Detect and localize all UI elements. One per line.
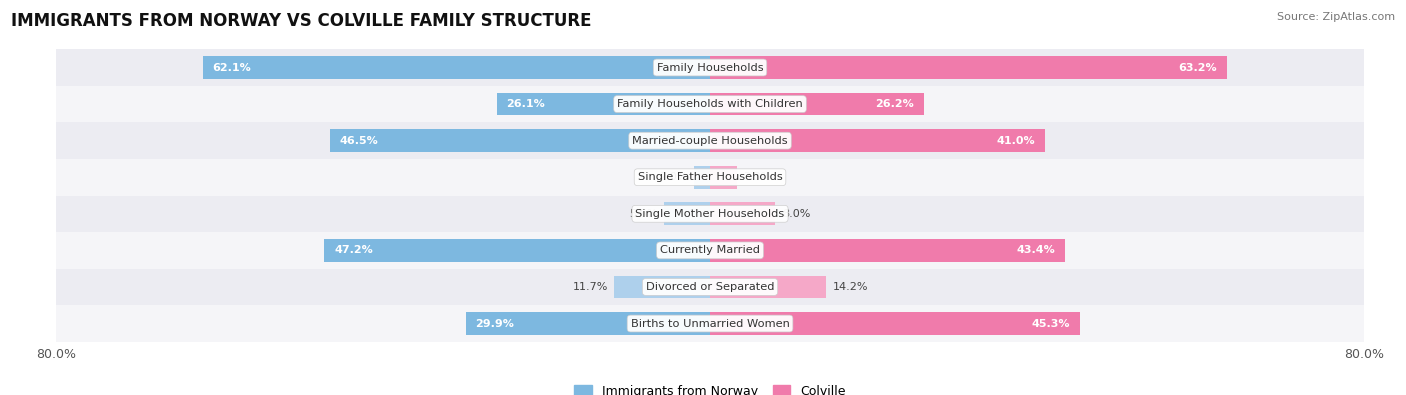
Text: 26.2%: 26.2% [876,99,914,109]
Bar [710,239,1064,262]
Bar [710,312,1080,335]
Text: 47.2%: 47.2% [335,245,373,256]
Text: IMMIGRANTS FROM NORWAY VS COLVILLE FAMILY STRUCTURE: IMMIGRANTS FROM NORWAY VS COLVILLE FAMIL… [11,12,592,30]
Text: 2.0%: 2.0% [659,172,688,182]
Text: Family Households: Family Households [657,62,763,73]
Text: 45.3%: 45.3% [1032,318,1070,329]
Bar [56,305,1364,342]
Text: 46.5%: 46.5% [340,135,378,146]
Text: 26.1%: 26.1% [506,99,546,109]
Text: 5.6%: 5.6% [630,209,658,219]
Text: 11.7%: 11.7% [572,282,607,292]
Bar [614,276,710,298]
Text: Source: ZipAtlas.com: Source: ZipAtlas.com [1277,12,1395,22]
Legend: Immigrants from Norway, Colville: Immigrants from Norway, Colville [569,380,851,395]
Bar [330,129,710,152]
Bar [710,56,1226,79]
Text: 3.3%: 3.3% [744,172,772,182]
Bar [56,232,1364,269]
Bar [56,86,1364,122]
Text: Currently Married: Currently Married [659,245,761,256]
Bar [664,203,710,225]
Text: 62.1%: 62.1% [212,62,252,73]
Text: 43.4%: 43.4% [1017,245,1054,256]
Bar [56,122,1364,159]
Text: 41.0%: 41.0% [997,135,1035,146]
Bar [465,312,710,335]
Bar [710,129,1045,152]
Bar [56,159,1364,196]
Bar [710,93,924,115]
Text: 63.2%: 63.2% [1178,62,1216,73]
Bar [496,93,710,115]
Text: Divorced or Separated: Divorced or Separated [645,282,775,292]
Text: Family Households with Children: Family Households with Children [617,99,803,109]
Text: 29.9%: 29.9% [475,318,515,329]
Text: Single Mother Households: Single Mother Households [636,209,785,219]
Text: Married-couple Households: Married-couple Households [633,135,787,146]
Text: 14.2%: 14.2% [832,282,868,292]
Bar [710,166,737,188]
Bar [693,166,710,188]
Bar [325,239,710,262]
Bar [56,196,1364,232]
Text: Single Father Households: Single Father Households [638,172,782,182]
Bar [710,276,827,298]
Bar [56,49,1364,86]
Bar [710,203,776,225]
Text: 8.0%: 8.0% [782,209,810,219]
Bar [202,56,710,79]
Bar [56,269,1364,305]
Text: Births to Unmarried Women: Births to Unmarried Women [631,318,789,329]
